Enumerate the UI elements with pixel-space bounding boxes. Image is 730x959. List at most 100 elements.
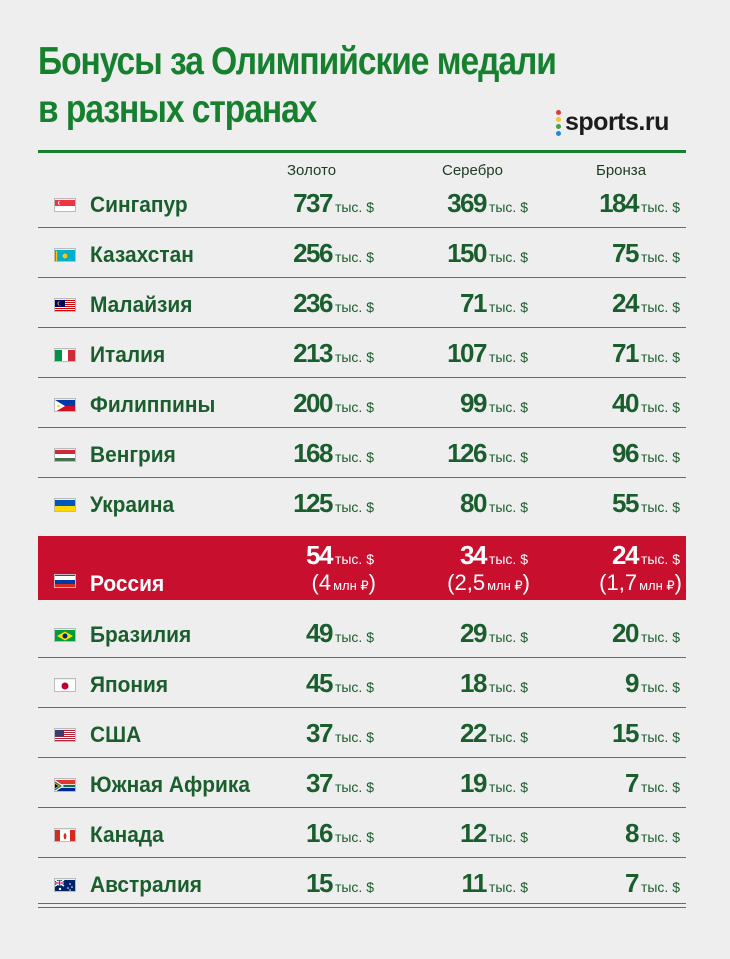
table-row: Филиппины 200 тыс. $ 99 тыс. $ 40 тыс. $ bbox=[38, 378, 686, 428]
column-header-silver: Серебро bbox=[442, 162, 503, 179]
logo-dots-icon bbox=[556, 109, 561, 136]
country-name: Бразилия bbox=[90, 622, 192, 647]
gold-bonus-value: 15 тыс. $ bbox=[306, 868, 374, 898]
bronze-bonus-value: 184 тыс. $ bbox=[599, 188, 680, 218]
table-row: Южная Африка 37 тыс. $ 19 тыс. $ 7 тыс. $ bbox=[38, 758, 686, 808]
gold-bonus-value: 125 тыс. $ bbox=[293, 488, 374, 518]
silver-bonus-value: 34 тыс. $ bbox=[460, 540, 528, 570]
row-separator bbox=[38, 807, 686, 808]
silver-bonus-value: 80 тыс. $ bbox=[460, 488, 528, 518]
table-row: Бразилия 49 тыс. $ 29 тыс. $ 20 тыс. $ bbox=[38, 608, 686, 658]
silver-bonus-value: 18 тыс. $ bbox=[460, 668, 528, 698]
bronze-bonus-rub-value: (1,7 млн ₽) bbox=[599, 570, 682, 595]
silver-bonus-value: 107 тыс. $ bbox=[447, 338, 528, 368]
country-name: Япония bbox=[90, 672, 169, 697]
table-row: Япония 45 тыс. $ 18 тыс. $ 9 тыс. $ bbox=[38, 658, 686, 708]
row-separator bbox=[38, 477, 686, 478]
gold-bonus-value: 54 тыс. $ bbox=[306, 540, 374, 570]
malaysia-flag-icon bbox=[54, 298, 76, 312]
row-separator bbox=[38, 427, 686, 428]
gold-bonus-value: 37 тыс. $ bbox=[306, 718, 374, 748]
table-row: Австралия 15 тыс. $ 11 тыс. $ 7 тыс. $ bbox=[38, 858, 686, 908]
bronze-bonus-value: 55 тыс. $ bbox=[612, 488, 680, 518]
bronze-bonus-value: 24 тыс. $ bbox=[612, 540, 680, 570]
row-separator bbox=[38, 277, 686, 278]
table-row: Россия 54 тыс. $ (4 млн ₽) 34 тыс. $ (2,5 млн ₽)… bbox=[38, 536, 686, 600]
sports-ru-logo: sports.ru bbox=[556, 108, 669, 137]
country-name: Южная Африка bbox=[90, 772, 250, 797]
russia-flag-icon bbox=[54, 574, 76, 588]
row-separator bbox=[38, 707, 686, 708]
silver-bonus-value: 369 тыс. $ bbox=[447, 188, 528, 218]
japan-flag-icon bbox=[54, 678, 76, 692]
bronze-bonus-value: 96 тыс. $ bbox=[612, 438, 680, 468]
bronze-bonus-value: 7 тыс. $ bbox=[624, 768, 680, 798]
table-row: Венгрия 168 тыс. $ 126 тыс. $ 96 тыс. $ bbox=[38, 428, 686, 478]
chart-title: Бонусы за Олимпийские медали в разных ст… bbox=[38, 38, 557, 134]
ukraine-flag-icon bbox=[54, 498, 76, 512]
gold-bonus-value: 737 тыс. $ bbox=[293, 188, 374, 218]
country-name: Канада bbox=[90, 822, 164, 847]
bronze-bonus-value: 40 тыс. $ bbox=[612, 388, 680, 418]
header-rule bbox=[38, 150, 686, 153]
south-africa-flag-icon bbox=[54, 778, 76, 792]
singapore-flag-icon bbox=[54, 198, 76, 212]
silver-bonus-value: 22 тыс. $ bbox=[460, 718, 528, 748]
silver-bonus-value: 150 тыс. $ bbox=[447, 238, 528, 268]
australia-flag-icon bbox=[54, 878, 76, 892]
row-separator bbox=[38, 857, 686, 858]
gold-bonus-value: 49 тыс. $ bbox=[306, 618, 374, 648]
gold-bonus-value: 236 тыс. $ bbox=[293, 288, 374, 318]
country-name: Италия bbox=[90, 342, 166, 367]
gold-bonus-value: 37 тыс. $ bbox=[306, 768, 374, 798]
silver-bonus-rub-value: (2,5 млн ₽) bbox=[447, 570, 530, 595]
country-name: Филиппины bbox=[90, 392, 216, 417]
silver-bonus-value: 11 тыс. $ bbox=[461, 868, 528, 898]
table-row: Украина 125 тыс. $ 80 тыс. $ 55 тыс. $ bbox=[38, 478, 686, 528]
bronze-bonus-value: 75 тыс. $ bbox=[612, 238, 680, 268]
philippines-flag-icon bbox=[54, 398, 76, 412]
bronze-bonus-value: 9 тыс. $ bbox=[624, 668, 680, 698]
table-row: Малайзия 236 тыс. $ 71 тыс. $ 24 тыс. $ bbox=[38, 278, 686, 328]
logo-text: sports.ru bbox=[565, 108, 669, 136]
footer-rule bbox=[38, 903, 686, 904]
column-header-gold: Золото bbox=[287, 162, 337, 179]
country-name: Казахстан bbox=[90, 242, 194, 267]
gold-bonus-value: 200 тыс. $ bbox=[293, 388, 374, 418]
table-row: Казахстан 256 тыс. $ 150 тыс. $ 75 тыс. $ bbox=[38, 228, 686, 278]
gold-bonus-value: 213 тыс. $ bbox=[293, 338, 374, 368]
row-separator bbox=[38, 327, 686, 328]
brazil-flag-icon bbox=[54, 628, 76, 642]
italy-flag-icon bbox=[54, 348, 76, 362]
country-name: Малайзия bbox=[90, 292, 193, 317]
row-separator bbox=[38, 907, 686, 908]
gold-bonus-value: 168 тыс. $ bbox=[293, 438, 374, 468]
country-name: Россия bbox=[90, 571, 165, 596]
gold-bonus-value: 256 тыс. $ bbox=[293, 238, 374, 268]
country-name: США bbox=[90, 722, 142, 747]
table-row: Сингапур 737 тыс. $ 369 тыс. $ 184 тыс. $ bbox=[38, 178, 686, 228]
country-name: Австралия bbox=[90, 872, 202, 897]
country-name: Украина bbox=[90, 492, 175, 517]
hungary-flag-icon bbox=[54, 448, 76, 462]
bronze-bonus-value: 8 тыс. $ bbox=[624, 818, 680, 848]
usa-flag-icon bbox=[54, 728, 76, 742]
canada-flag-icon bbox=[54, 828, 76, 842]
bronze-bonus-value: 15 тыс. $ bbox=[612, 718, 680, 748]
title-line-2: в разных странах bbox=[38, 88, 317, 131]
table-row: Канада 16 тыс. $ 12 тыс. $ 8 тыс. $ bbox=[38, 808, 686, 858]
column-header-bronze: Бронза bbox=[596, 162, 647, 179]
silver-bonus-value: 29 тыс. $ bbox=[460, 618, 528, 648]
row-separator bbox=[38, 657, 686, 658]
silver-bonus-value: 99 тыс. $ bbox=[460, 388, 528, 418]
row-separator bbox=[38, 757, 686, 758]
row-separator bbox=[38, 377, 686, 378]
gold-bonus-value: 45 тыс. $ bbox=[306, 668, 374, 698]
bronze-bonus-value: 7 тыс. $ bbox=[624, 868, 680, 898]
title-line-1: Бонусы за Олимпийские медали bbox=[38, 40, 557, 83]
silver-bonus-value: 71 тыс. $ bbox=[460, 288, 528, 318]
bronze-bonus-value: 20 тыс. $ bbox=[612, 618, 680, 648]
silver-bonus-value: 126 тыс. $ bbox=[447, 438, 528, 468]
table-row: США 37 тыс. $ 22 тыс. $ 15 тыс. $ bbox=[38, 708, 686, 758]
bronze-bonus-value: 71 тыс. $ bbox=[612, 338, 680, 368]
